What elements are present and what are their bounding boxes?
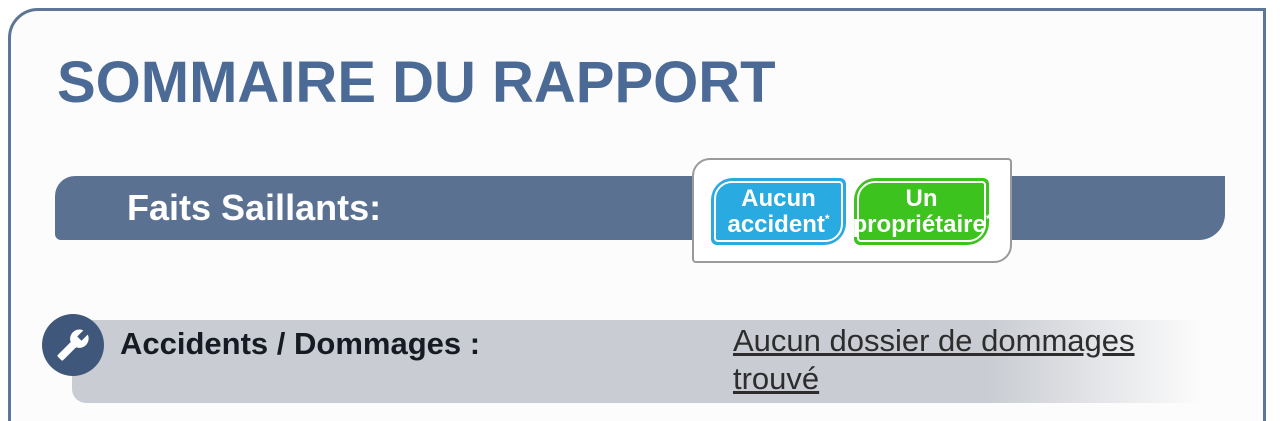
badge-no-accident[interactable]: Aucun accident* [711, 178, 846, 245]
badge-no-accident-label: Aucun accident* [727, 184, 830, 238]
report-summary-panel: SOMMAIRE DU RAPPORT Faits Saillants: Auc… [8, 8, 1266, 421]
accidents-row-label: Accidents / Dommages : [120, 326, 481, 361]
accidents-row-link[interactable]: Aucun dossier de dommages trouvé [733, 323, 1135, 396]
highlights-badges-box: Aucun accident* Un propriétaire* [692, 158, 1012, 263]
accidents-row-icon-circle [42, 314, 104, 376]
highlights-bar: Faits Saillants: [55, 176, 1225, 240]
highlights-label: Faits Saillants: [127, 187, 382, 228]
badge-one-owner[interactable]: Un propriétaire* [852, 178, 991, 245]
badge-one-owner-label: Un propriétaire* [852, 184, 991, 238]
wrench-icon [57, 329, 89, 361]
page-title: SOMMAIRE DU RAPPORT [57, 50, 776, 115]
accidents-row-background [72, 320, 1215, 403]
